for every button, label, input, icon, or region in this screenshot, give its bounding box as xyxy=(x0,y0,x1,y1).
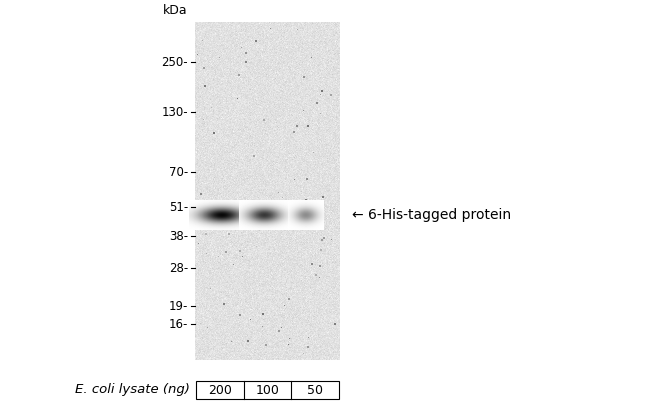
Text: 200: 200 xyxy=(208,384,232,397)
Text: 28-: 28- xyxy=(169,261,188,274)
Text: E. coli lysate (ng): E. coli lysate (ng) xyxy=(75,384,190,397)
Text: 51-: 51- xyxy=(169,201,188,214)
Text: 50: 50 xyxy=(307,384,323,397)
Text: kDa: kDa xyxy=(163,4,188,17)
Text: 250-: 250- xyxy=(161,55,188,68)
Text: 100: 100 xyxy=(255,384,280,397)
Text: 70-: 70- xyxy=(169,166,188,178)
Text: 38-: 38- xyxy=(169,229,188,243)
Text: 130-: 130- xyxy=(161,106,188,118)
Text: 19-: 19- xyxy=(168,299,188,312)
Text: ← 6-His-tagged protein: ← 6-His-tagged protein xyxy=(352,208,511,222)
Bar xyxy=(196,381,339,399)
Text: 16-: 16- xyxy=(168,317,188,331)
